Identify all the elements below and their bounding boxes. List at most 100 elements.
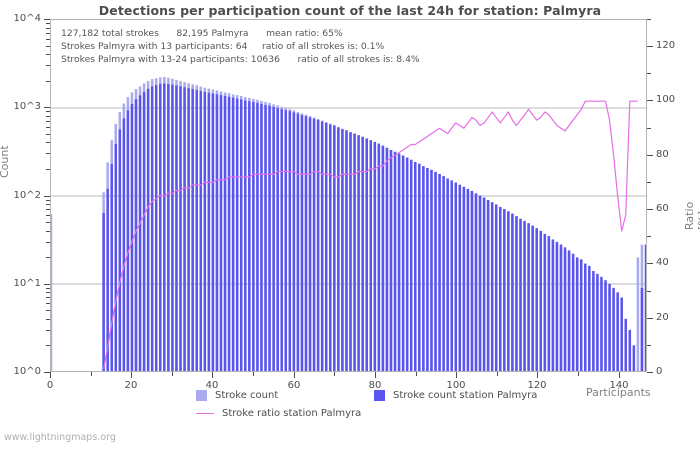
axis-tickmark [647, 236, 651, 237]
annotation-line-2: Strokes Palmyra with 13 participants: 64… [61, 41, 385, 52]
axis-tick-label: 10^0 [13, 366, 41, 377]
axis-tickmark [46, 204, 50, 205]
axis-tick-label: 80 [656, 149, 669, 160]
axis-tickmark [44, 372, 50, 373]
y-axis-left-title: Count [0, 145, 11, 178]
axis-tickmark [46, 231, 50, 232]
watermark: www.lightningmaps.org [4, 432, 116, 443]
axis-tick-label: 60 [287, 380, 301, 391]
axis-tickmark [46, 330, 50, 331]
axis-tickmark [647, 372, 653, 373]
y-axis-right-title: Ratio [%] [683, 201, 700, 230]
axis-tick-label: 10^4 [13, 13, 41, 24]
axis-tickmark [334, 372, 335, 376]
axis-tickmark [46, 33, 50, 34]
axis-tickmark [44, 19, 50, 20]
axis-tickmark [46, 257, 50, 258]
axis-tickmark [46, 222, 50, 223]
axis-tickmark [46, 292, 50, 293]
annotation-line-1: 127,182 total strokes 82,195 Palmyra mea… [61, 28, 343, 39]
axis-tickmark [46, 242, 50, 243]
legend-label-stroke-count: Stroke count [215, 390, 279, 401]
legend-swatch-stroke-count [196, 390, 207, 401]
axis-tickmark [212, 372, 213, 378]
axis-tick-label: 140 [609, 380, 629, 391]
chart-legend: Stroke count Stroke count station Palmyr… [0, 390, 700, 430]
axis-tick-label: 100 [656, 94, 676, 105]
gridlines [51, 107, 646, 285]
axis-tick-label: 80 [368, 380, 382, 391]
annotation-line-3: Strokes Palmyra with 13-24 participants:… [61, 54, 420, 65]
axis-tick-label: 0 [656, 366, 663, 377]
axis-tickmark [131, 372, 132, 378]
axis-tickmark [46, 111, 50, 112]
plot-area: 127,182 total strokes 82,195 Palmyra mea… [50, 19, 647, 372]
axis-tick-label: 120 [527, 380, 547, 391]
axis-tickmark [416, 372, 417, 376]
axis-tick-label: 120 [656, 40, 676, 51]
axis-tickmark [46, 345, 50, 346]
axis-tickmark [456, 372, 457, 378]
axis-tickmark [46, 215, 50, 216]
legend-item-stroke-count[interactable]: Stroke count [196, 390, 278, 401]
ratio-line-layer [103, 100, 638, 370]
x-axis-title: Participants [586, 386, 651, 399]
axis-tickmark [46, 28, 50, 29]
axis-tickmark [46, 200, 50, 201]
legend-item-stroke-ratio-station[interactable]: Stroke ratio station Palmyra [196, 408, 361, 419]
axis-tickmark [44, 196, 50, 197]
legend-label-stroke-ratio-station: Stroke ratio station Palmyra [222, 408, 362, 419]
axis-tickmark [46, 134, 50, 135]
axis-tickmark [647, 73, 651, 74]
chart-title: Detections per participation count of th… [98, 3, 602, 18]
axis-tickmark [46, 65, 50, 66]
axis-tick-label: 20 [124, 380, 138, 391]
axis-tickmark [647, 209, 653, 210]
axis-tickmark [46, 121, 50, 122]
axis-tickmark [537, 372, 538, 378]
axis-tickmark [46, 46, 50, 47]
axis-tickmark [46, 297, 50, 298]
axis-tickmark [647, 291, 651, 292]
axis-tickmark [647, 100, 653, 101]
axis-tickmark [647, 128, 651, 129]
axis-tickmark [46, 127, 50, 128]
axis-tickmark [46, 303, 50, 304]
axis-tickmark [46, 23, 50, 24]
axis-tickmark [46, 142, 50, 143]
axis-tickmark [619, 372, 620, 378]
axis-tickmark [46, 116, 50, 117]
axis-tickmark [46, 310, 50, 311]
axis-tickmark [44, 284, 50, 285]
bars-layer [51, 76, 646, 371]
axis-tick-label: 100 [446, 380, 466, 391]
axis-tick-label: 10^1 [13, 278, 41, 289]
legend-label-stroke-count-station: Stroke count station Palmyra [393, 390, 538, 401]
axis-tickmark [647, 182, 651, 183]
axis-tick-label: 40 [656, 257, 669, 268]
axis-tickmark [44, 107, 50, 108]
axis-tickmark [46, 39, 50, 40]
axis-tickmark [647, 19, 651, 20]
legend-item-stroke-count-station[interactable]: Stroke count station Palmyra [374, 390, 537, 401]
axis-tickmark [497, 372, 498, 376]
axis-tickmark [647, 155, 653, 156]
axis-tickmark [294, 372, 295, 378]
axis-tick-label: 60 [656, 203, 669, 214]
axis-tickmark [46, 209, 50, 210]
axis-tickmark [46, 169, 50, 170]
axis-tick-label: 0 [46, 380, 54, 391]
legend-line-stroke-ratio [196, 413, 214, 414]
axis-tickmark [46, 54, 50, 55]
axis-tickmark [578, 372, 579, 376]
axis-tick-label: 10^2 [13, 190, 41, 201]
axis-tick-label: 20 [656, 312, 669, 323]
axis-tickmark [253, 372, 254, 376]
axis-tickmark [647, 263, 653, 264]
axis-tickmark [647, 46, 653, 47]
axis-tickmark [375, 372, 376, 378]
axis-tick-label: 40 [205, 380, 219, 391]
axis-tickmark [647, 318, 653, 319]
axis-tickmark [46, 81, 50, 82]
